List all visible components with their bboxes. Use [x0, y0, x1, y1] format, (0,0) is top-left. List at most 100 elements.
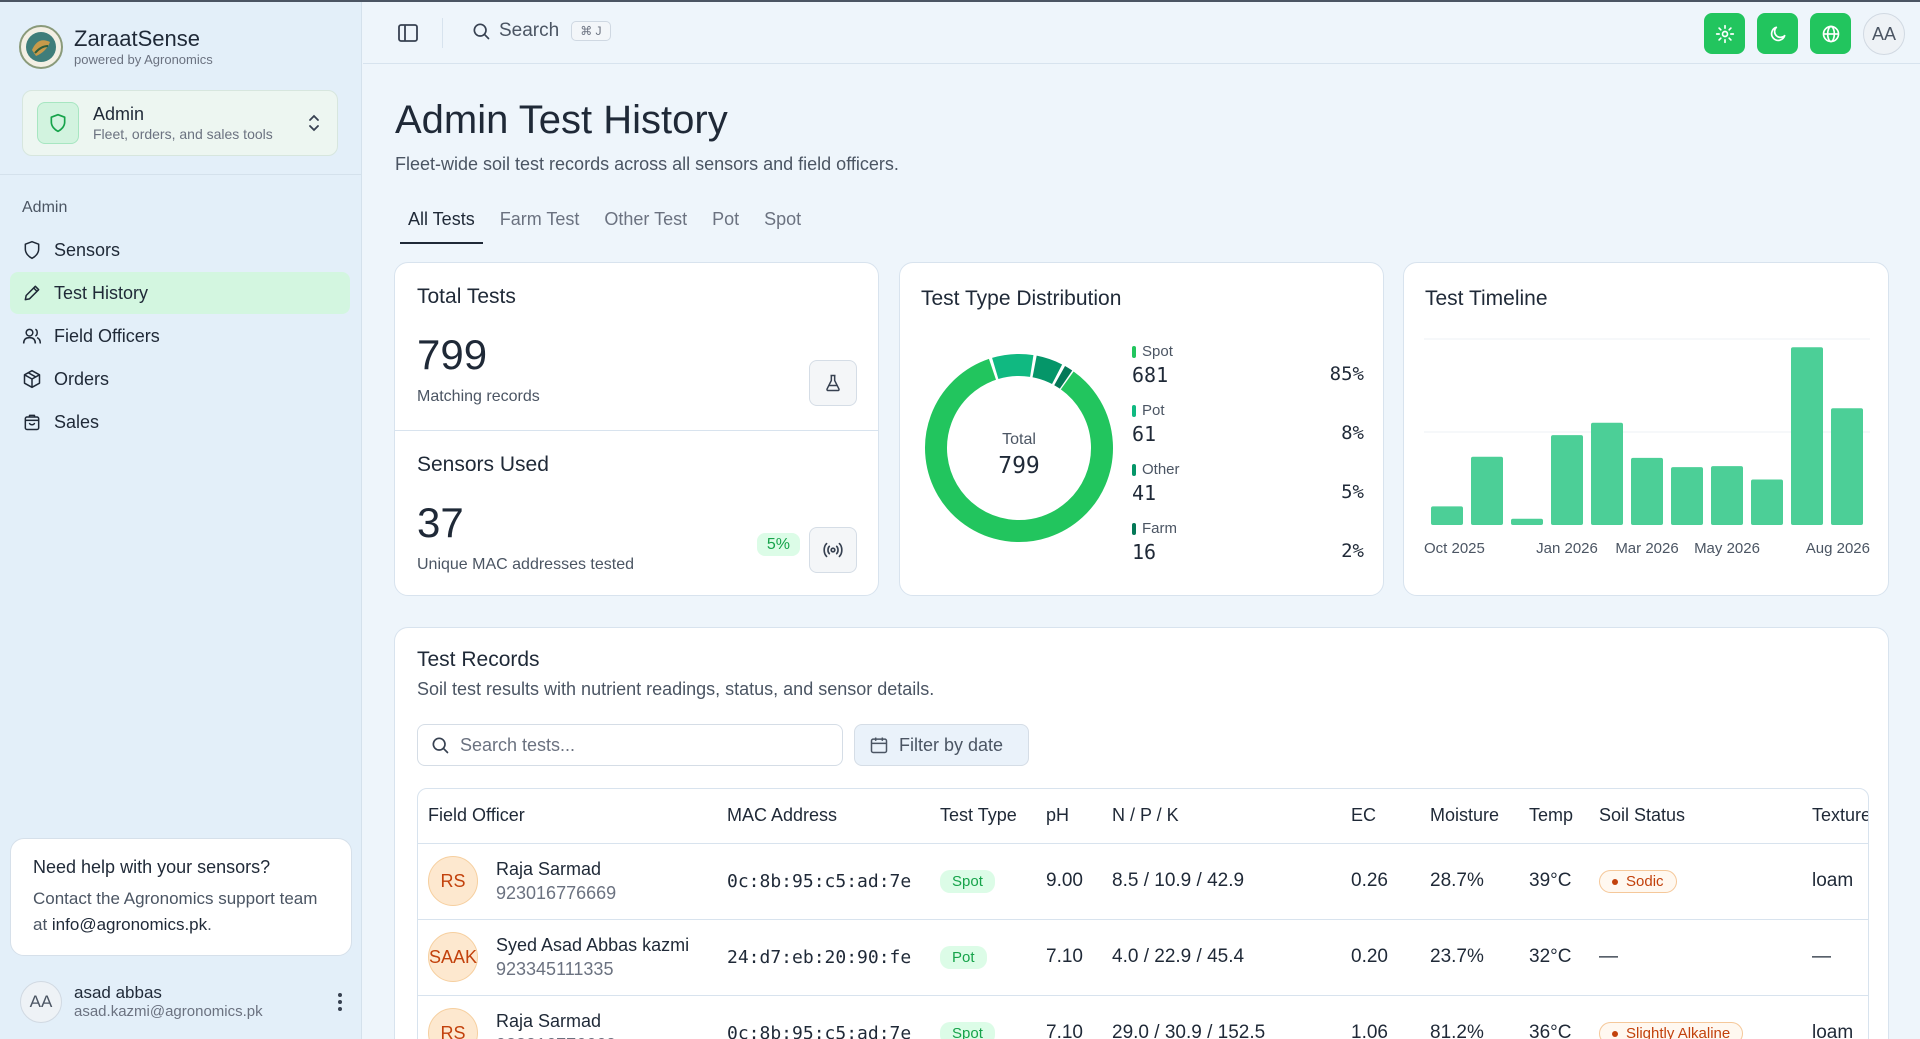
window-top-border: [0, 0, 1920, 2]
column-header[interactable]: EC: [1341, 789, 1420, 844]
table-row[interactable]: SAAK Syed Asad Abbas kazmi 923345111335 2…: [418, 919, 1868, 996]
sidebar-item-sales[interactable]: Sales: [10, 401, 350, 443]
legend-percent: 8%: [1341, 422, 1364, 444]
ph-cell: 9.00: [1036, 843, 1102, 920]
legend-percent: 5%: [1341, 481, 1364, 503]
npk-cell: 8.5 / 10.9 / 42.9: [1102, 843, 1341, 920]
legend-count: 41: [1132, 481, 1157, 505]
donut-slice-spot[interactable]: [925, 358, 1113, 542]
column-header[interactable]: Texture: [1802, 789, 1868, 844]
officer-phone: 923016776669: [496, 1033, 616, 1039]
brand[interactable]: ZaraatSense powered by Agronomics: [18, 24, 213, 70]
global-search-button[interactable]: Search ⌘ J: [471, 20, 611, 42]
records-search-input[interactable]: [460, 734, 820, 756]
records-table: Field Officer MAC Address Test Type pH N…: [418, 789, 1868, 1039]
ph-cell: 7.10: [1036, 995, 1102, 1039]
workspace-switcher[interactable]: Admin Fleet, orders, and sales tools: [22, 90, 338, 156]
test-type-tabs: All Tests Farm Test Other Test Pot Spot: [400, 205, 818, 244]
legend-percent: 2%: [1341, 540, 1364, 562]
moisture-cell: 23.7%: [1420, 919, 1519, 996]
filter-by-date-button[interactable]: Filter by date: [854, 724, 1029, 766]
officer-phone: 923345111335: [496, 959, 614, 979]
timeline-bar[interactable]: [1711, 466, 1743, 525]
sidebar-item-test-history[interactable]: Test History: [10, 272, 350, 314]
column-header[interactable]: Test Type: [930, 789, 1036, 844]
moisture-cell: 28.7%: [1420, 843, 1519, 920]
tab-all-tests[interactable]: All Tests: [400, 205, 483, 244]
legend-label: Pot: [1142, 402, 1165, 419]
column-header[interactable]: Moisture: [1420, 789, 1519, 844]
language-button[interactable]: [1810, 13, 1851, 54]
shield-icon: [24, 240, 40, 260]
total-tests-label: Matching records: [417, 388, 540, 405]
timeline-bar[interactable]: [1751, 479, 1783, 525]
user-menu[interactable]: AA asad abbas asad.kazmi@agronomics.pk: [20, 977, 350, 1027]
distribution-title: Test Type Distribution: [921, 287, 1122, 310]
field-officer-cell: RS Raja Sarmad 923016776669: [428, 856, 717, 906]
percent-badge: 5%: [756, 533, 800, 556]
column-header[interactable]: pH: [1036, 789, 1102, 844]
status-dot: [1612, 878, 1618, 885]
mac-address-cell: 0c:8b:95:c5:ad:7e: [717, 843, 930, 920]
officer-avatar: SAAK: [428, 932, 478, 982]
total-tests-title: Total Tests: [417, 285, 516, 308]
legend-swatch: [1132, 463, 1136, 476]
timeline-bar[interactable]: [1471, 456, 1503, 525]
x-tick-label: Oct 2025: [1424, 540, 1485, 557]
sidebar-item-label: Test History: [54, 282, 149, 303]
donut-slice-farm[interactable]: [1054, 366, 1073, 389]
tab-other-test[interactable]: Other Test: [604, 209, 688, 229]
distribution-legend: Spot 681 85% Pot 61 8% Other 41 5% Farm …: [1132, 343, 1364, 579]
soil-status-label: Slightly Alkaline: [1626, 1025, 1731, 1039]
donut-slice-pot[interactable]: [992, 354, 1034, 380]
legend-item-farm: Farm 16 2%: [1132, 520, 1364, 579]
timeline-bar[interactable]: [1631, 457, 1663, 525]
sidebar-item-field-officers[interactable]: Field Officers: [10, 315, 350, 357]
sidebar-toggle-icon[interactable]: [397, 22, 419, 44]
donut-slice-other[interactable]: [1032, 355, 1063, 385]
theme-toggle-button[interactable]: [1757, 13, 1798, 54]
sidebar-item-sensors[interactable]: Sensors: [10, 229, 350, 271]
timeline-bar[interactable]: [1551, 435, 1583, 525]
timeline-bar[interactable]: [1511, 518, 1543, 525]
records-table-container[interactable]: Field Officer MAC Address Test Type pH N…: [417, 788, 1869, 1039]
column-header[interactable]: Field Officer: [418, 789, 717, 844]
sidebar-item-orders[interactable]: Orders: [10, 358, 350, 400]
timeline-bar[interactable]: [1671, 467, 1703, 525]
temp-cell: 36°C: [1519, 995, 1589, 1039]
timeline-bar[interactable]: [1791, 347, 1823, 525]
sensors-used-block: Sensors Used 37 Unique MAC addresses tes…: [395, 430, 878, 597]
more-vertical-icon[interactable]: [330, 988, 350, 1016]
timeline-bar[interactable]: [1591, 422, 1623, 525]
settings-button[interactable]: [1704, 13, 1745, 54]
table-row[interactable]: RS Raja Sarmad 923016776669 0c:8b:95:c5:a…: [418, 995, 1868, 1039]
tab-spot[interactable]: Spot: [764, 209, 802, 229]
timeline-bar[interactable]: [1431, 506, 1463, 525]
test-timeline-card: Test Timeline Oct 2025 Jan 2026 Mar 2026 Ma…: [1403, 262, 1889, 596]
header-avatar[interactable]: AA: [1863, 13, 1905, 55]
column-header[interactable]: MAC Address: [717, 789, 930, 844]
flask-icon: [809, 360, 857, 406]
status-dot: [1612, 1030, 1618, 1037]
records-search[interactable]: [417, 724, 843, 766]
table-row[interactable]: RS Raja Sarmad 923016776669 0c:8b:95:c5:a…: [418, 843, 1868, 920]
timeline-bar[interactable]: [1831, 408, 1863, 525]
legend-item-pot: Pot 61 8%: [1132, 402, 1364, 461]
page-title: Admin Test History: [395, 98, 728, 142]
brand-logo-icon: [19, 25, 63, 69]
column-header[interactable]: N / P / K: [1102, 789, 1341, 844]
shield-icon: [37, 102, 79, 144]
legend-swatch: [1132, 345, 1136, 358]
test-type-badge: Spot: [940, 1021, 995, 1039]
support-email-link[interactable]: info@agronomics.pk: [51, 915, 208, 934]
total-tests-value: 799: [417, 331, 488, 378]
nav-group-label: Admin: [22, 199, 68, 216]
sidebar-item-label: Field Officers: [54, 325, 160, 346]
table-header-row: Field Officer MAC Address Test Type pH N…: [418, 789, 1868, 844]
texture-cell: loam: [1802, 843, 1868, 920]
column-header[interactable]: Soil Status: [1589, 789, 1802, 844]
column-header[interactable]: Temp: [1519, 789, 1589, 844]
tab-farm-test[interactable]: Farm Test: [499, 209, 580, 229]
tab-pot[interactable]: Pot: [712, 209, 740, 229]
legend-swatch: [1132, 404, 1136, 417]
